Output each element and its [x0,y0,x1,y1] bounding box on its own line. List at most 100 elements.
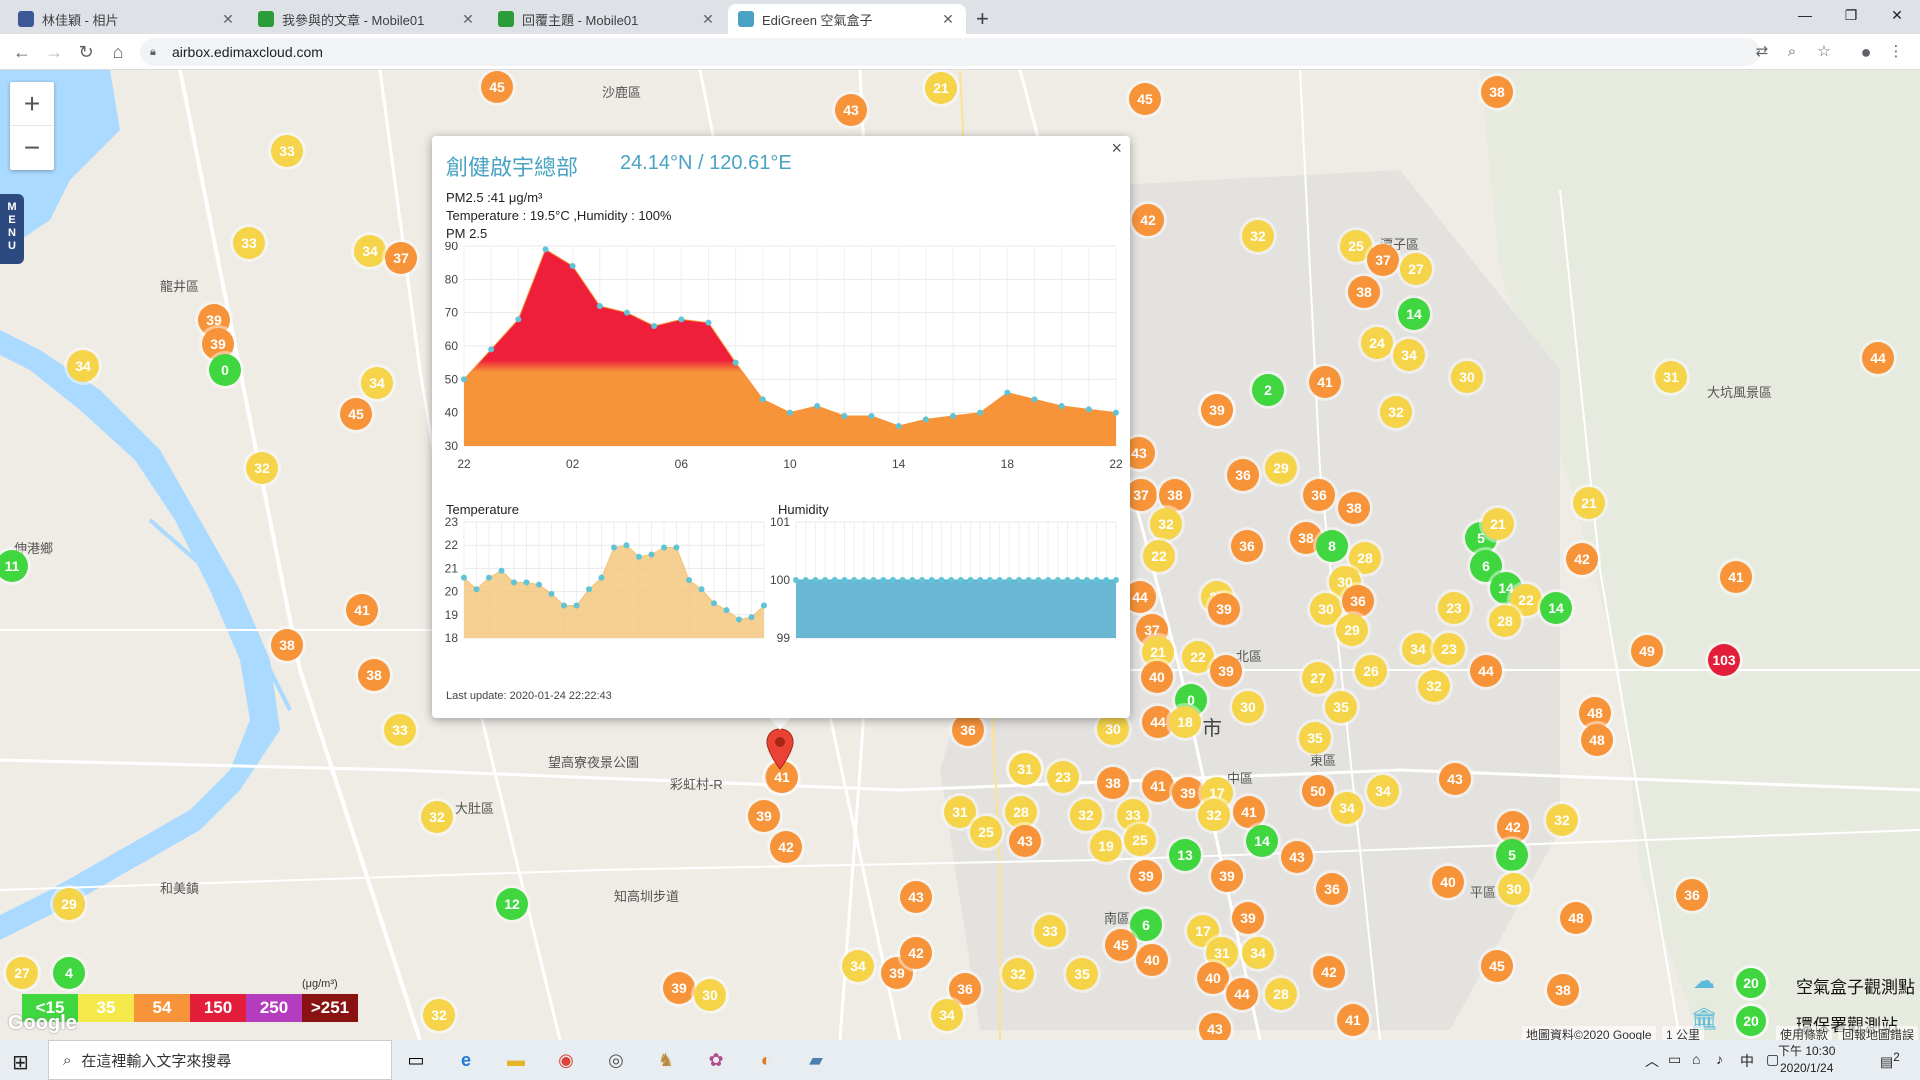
airbox-marker[interactable]: 42 [770,831,802,863]
airbox-marker[interactable]: 18 [1169,706,1201,738]
airbox-marker[interactable]: 43 [1009,825,1041,857]
minimize-icon[interactable]: — [1798,7,1812,23]
airbox-marker[interactable]: 38 [1348,276,1380,308]
profile-icon[interactable]: ● [1860,42,1872,62]
airbox-marker[interactable]: 37 [1367,244,1399,276]
airbox-marker[interactable]: 37 [1125,479,1157,511]
airbox-marker[interactable]: 41 [1720,561,1752,593]
airbox-marker[interactable]: 32 [1002,958,1034,990]
airbox-marker[interactable]: 42 [1313,956,1345,988]
airbox-marker[interactable]: 14 [1540,592,1572,624]
ime-indicator[interactable]: 中 [1740,1053,1754,1069]
airbox-marker[interactable]: 45 [1129,83,1161,115]
airbox-marker[interactable]: 36 [1231,530,1263,562]
airbox-marker[interactable]: 33 [1034,915,1066,947]
airbox-marker[interactable]: 34 [842,950,874,982]
airbox-marker[interactable]: 30 [1498,873,1530,905]
menu-dots-icon[interactable]: ⋮ [1888,43,1904,60]
browser-tab[interactable]: 回覆主題 - Mobile01 ✕ [488,4,726,34]
airbox-marker[interactable]: 41 [346,594,378,626]
battery-icon[interactable]: ▭ [1668,1051,1682,1067]
airbox-marker[interactable]: 34 [1331,792,1363,824]
notification-icon[interactable]: ▤2 [1880,1051,1900,1070]
airbox-marker[interactable]: 42 [1132,204,1164,236]
airbox-marker[interactable]: 103 [1708,644,1740,676]
airbox-marker[interactable]: 28 [1265,978,1297,1010]
airbox-marker[interactable]: 39 [1130,860,1162,892]
airbox-marker[interactable]: 40 [1432,866,1464,898]
tab-close-icon[interactable]: ✕ [942,10,954,27]
airbox-marker[interactable]: 36 [1676,879,1708,911]
airbox-marker[interactable]: 14 [1398,298,1430,330]
airbox-marker[interactable]: 30 [1310,593,1342,625]
airbox-marker[interactable]: 29 [53,888,85,920]
airbox-marker[interactable]: 41 [766,761,798,793]
airbox-marker[interactable]: 39 [881,957,913,989]
airbox-marker[interactable]: 28 [1489,605,1521,637]
app-icon-3[interactable]: ✿ [708,1050,724,1070]
airbox-marker[interactable]: 39 [748,800,780,832]
close-window-icon[interactable]: ✕ [1891,6,1903,23]
airbox-marker[interactable]: 43 [1281,841,1313,873]
airbox-marker[interactable]: 33 [233,227,265,259]
keyboard-icon[interactable]: ▢ [1766,1051,1780,1067]
airbox-marker[interactable]: 36 [1342,585,1374,617]
airbox-marker[interactable]: 29 [1265,452,1297,484]
airbox-marker[interactable]: 23 [1438,592,1470,624]
terms-link[interactable]: 使用條款 [1776,1026,1833,1040]
airbox-marker[interactable]: 19 [1090,830,1122,862]
airbox-marker[interactable]: 36 [1303,479,1335,511]
zoom-icon[interactable]: ⌕ [1787,43,1797,60]
airbox-marker[interactable]: 38 [1338,492,1370,524]
airbox-marker[interactable]: 43 [835,94,867,126]
airbox-marker[interactable]: 34 [1393,339,1425,371]
maximize-icon[interactable]: ❐ [1844,6,1858,23]
airbox-marker[interactable]: 36 [949,973,981,1005]
airbox-marker[interactable]: 37 [385,242,417,274]
airbox-marker[interactable]: 23 [1047,761,1079,793]
app-icon-5[interactable]: ▰ [809,1050,823,1070]
airbox-marker[interactable]: 45 [340,398,372,430]
airbox-marker[interactable]: 32 [1418,670,1450,702]
airbox-marker[interactable]: 32 [1242,220,1274,252]
airbox-marker[interactable]: 39 [1208,593,1240,625]
airbox-marker[interactable]: 36 [952,714,984,746]
airbox-marker[interactable]: 32 [1546,804,1578,836]
airbox-marker[interactable]: 31 [944,796,976,828]
airbox-marker[interactable]: 32 [246,452,278,484]
chrome-icon[interactable]: ◉ [558,1050,574,1070]
airbox-marker[interactable]: 48 [1560,902,1592,934]
airbox-marker[interactable]: 31 [1655,361,1687,393]
app-icon-2[interactable]: ♞ [657,1050,675,1070]
airbox-marker[interactable]: 40 [1197,962,1229,994]
airbox-marker[interactable]: 11 [0,550,28,582]
airbox-marker[interactable]: 45 [1481,950,1513,982]
airbox-marker[interactable]: 2 [1252,374,1284,406]
edge-icon[interactable]: e [460,1050,471,1070]
airbox-marker[interactable]: 32 [423,999,455,1031]
airbox-marker[interactable]: 21 [1573,487,1605,519]
airbox-marker[interactable]: 35 [1325,691,1357,723]
airbox-marker[interactable]: 32 [1380,396,1412,428]
airbox-marker[interactable]: 6 [1130,909,1162,941]
browser-tab[interactable]: 林佳穎 - 相片 ✕ [8,4,246,34]
airbox-marker[interactable]: 33 [384,714,416,746]
tab-close-icon[interactable]: ✕ [702,10,714,27]
airbox-marker[interactable]: 30 [1451,361,1483,393]
airbox-marker[interactable]: 40 [1141,661,1173,693]
airbox-marker[interactable]: 30 [1097,713,1129,745]
task-view-icon[interactable]: ▭ [407,1050,425,1070]
reload-icon[interactable]: ↻ [78,42,94,62]
airbox-marker[interactable]: 21 [1482,508,1514,540]
airbox-marker[interactable]: 43 [1199,1013,1231,1040]
airbox-marker[interactable]: 30 [694,979,726,1011]
airbox-marker[interactable]: 25 [1124,824,1156,856]
airbox-marker[interactable]: 34 [67,350,99,382]
back-icon[interactable]: ← [13,42,31,62]
airbox-marker[interactable]: 24 [1361,327,1393,359]
airbox-marker[interactable]: 34 [1402,633,1434,665]
airbox-marker[interactable]: 39 [1210,655,1242,687]
airbox-marker[interactable]: 41 [1142,770,1174,802]
airbox-marker[interactable]: 48 [1579,697,1611,729]
airbox-marker[interactable]: 35 [1066,958,1098,990]
